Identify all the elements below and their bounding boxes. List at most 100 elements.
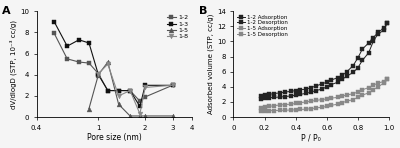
- 1-3: [116, 90, 121, 91]
- 1-2 Desorption: [335, 77, 340, 79]
- 1-2 Desorption: [366, 42, 371, 44]
- Text: A: A: [2, 6, 11, 16]
- 1-5 Desorption: [376, 82, 380, 84]
- 1-2 Desorption: [272, 93, 276, 94]
- 1-5 Desorption: [366, 87, 371, 89]
- 1-5 Desorption: [360, 89, 365, 91]
- 1-8: [96, 73, 101, 75]
- 1-2 Adsorption: [355, 67, 360, 69]
- 1-2 Adsorption: [304, 92, 309, 94]
- 1-5 Adsorption: [329, 104, 334, 106]
- Legend: 1-2 Adsorption, 1-2 Desorption, 1-5 Adsorption, 1-5 Desorption: 1-2 Adsorption, 1-2 Desorption, 1-5 Adso…: [236, 14, 288, 38]
- 1-8: [106, 63, 110, 65]
- 1-2 Adsorption: [267, 97, 272, 99]
- 1-2 Adsorption: [366, 52, 371, 54]
- 1-5 Desorption: [278, 104, 282, 106]
- 1-2 Desorption: [288, 90, 293, 92]
- 1-5 Adsorption: [371, 89, 376, 91]
- Line: 1-5: 1-5: [86, 60, 175, 118]
- 1-2: [65, 58, 70, 60]
- 1-5 Desorption: [259, 107, 264, 109]
- 1-5 Adsorption: [324, 106, 329, 107]
- 1-2: [52, 33, 57, 34]
- 1-3: [52, 21, 57, 23]
- 1-2 Desorption: [344, 71, 349, 73]
- 1-3: [143, 84, 148, 86]
- 1-2: [143, 96, 148, 98]
- 1-2 Desorption: [298, 89, 303, 91]
- 1-5 Desorption: [340, 95, 345, 97]
- Line: 1-2 Adsorption: 1-2 Adsorption: [260, 21, 389, 101]
- 1-5 Adsorption: [309, 108, 314, 110]
- 1-2 Adsorption: [376, 33, 380, 35]
- 1-2: [138, 100, 142, 102]
- 1-2 Adsorption: [335, 81, 340, 83]
- 1-8: [143, 87, 148, 88]
- 1-2: [116, 90, 121, 91]
- Line: 1-2 Desorption: 1-2 Desorption: [260, 21, 389, 98]
- 1-5 Adsorption: [293, 109, 298, 111]
- 1-5 Desorption: [262, 106, 267, 108]
- 1-5 Adsorption: [313, 107, 318, 109]
- 1-5: [128, 115, 132, 117]
- 1-5 Adsorption: [382, 82, 386, 84]
- 1-5 Adsorption: [267, 110, 272, 112]
- 1-8: [116, 95, 121, 97]
- Line: 1-5 Adsorption: 1-5 Adsorption: [260, 78, 389, 113]
- 1-2 Adsorption: [278, 96, 282, 98]
- 1-2 Adsorption: [298, 94, 303, 95]
- 1-2 Desorption: [385, 22, 390, 24]
- 1-5 Adsorption: [272, 110, 276, 111]
- Line: 1-3: 1-3: [52, 20, 174, 108]
- 1-5: [170, 115, 175, 117]
- Legend: 1-2, 1-3, 1-5, 1-8: 1-2, 1-3, 1-5, 1-8: [166, 14, 189, 40]
- 1-5 Desorption: [371, 84, 376, 86]
- 1-5 Desorption: [335, 96, 340, 98]
- 1-2 Adsorption: [288, 95, 293, 97]
- 1-5 Desorption: [309, 100, 314, 102]
- 1-5: [143, 115, 148, 117]
- 1-2 Desorption: [355, 57, 360, 59]
- 1-5 Adsorption: [278, 110, 282, 111]
- 1-5 Adsorption: [351, 99, 356, 100]
- 1-2 Adsorption: [329, 84, 334, 85]
- 1-8: [138, 113, 142, 115]
- 1-2 Adsorption: [340, 78, 345, 80]
- 1-5: [116, 103, 121, 105]
- 1-2: [106, 90, 110, 91]
- 1-2 Adsorption: [360, 59, 365, 61]
- 1-5 Adsorption: [360, 94, 365, 96]
- 1-5 Adsorption: [298, 109, 303, 110]
- 1-3: [86, 42, 91, 44]
- 1-5: [96, 74, 101, 76]
- 1-5 Desorption: [313, 99, 318, 101]
- 1-2 Desorption: [324, 81, 329, 83]
- 1-5: [138, 115, 142, 117]
- Y-axis label: dV/dlogD (STP, 10⁻³ cc/g): dV/dlogD (STP, 10⁻³ cc/g): [10, 20, 17, 109]
- 1-2 Adsorption: [293, 94, 298, 96]
- 1-2 Desorption: [267, 94, 272, 95]
- 1-2 Adsorption: [313, 90, 318, 91]
- 1-5 Desorption: [355, 91, 360, 93]
- 1-2: [86, 62, 91, 64]
- 1-5 Desorption: [282, 104, 287, 105]
- Line: 1-5 Desorption: 1-5 Desorption: [260, 78, 389, 110]
- 1-8: [128, 90, 132, 91]
- 1-2 Adsorption: [262, 97, 267, 99]
- 1-3: [76, 39, 81, 41]
- 1-2 Adsorption: [385, 22, 390, 24]
- 1-3: [128, 90, 132, 91]
- 1-2 Adsorption: [351, 72, 356, 73]
- 1-2 Desorption: [351, 65, 356, 67]
- Y-axis label: Adsorbed volume (STP, cc/g): Adsorbed volume (STP, cc/g): [208, 14, 214, 114]
- 1-5 Desorption: [382, 81, 386, 82]
- 1-5 Desorption: [298, 102, 303, 104]
- 1-2 Desorption: [309, 87, 314, 89]
- 1-2 Desorption: [282, 91, 287, 93]
- 1-2: [128, 90, 132, 91]
- 1-5 Desorption: [351, 93, 356, 94]
- 1-2 Desorption: [313, 85, 318, 87]
- 1-5: [106, 61, 110, 63]
- 1-2 Adsorption: [371, 41, 376, 42]
- 1-5 Adsorption: [259, 110, 264, 112]
